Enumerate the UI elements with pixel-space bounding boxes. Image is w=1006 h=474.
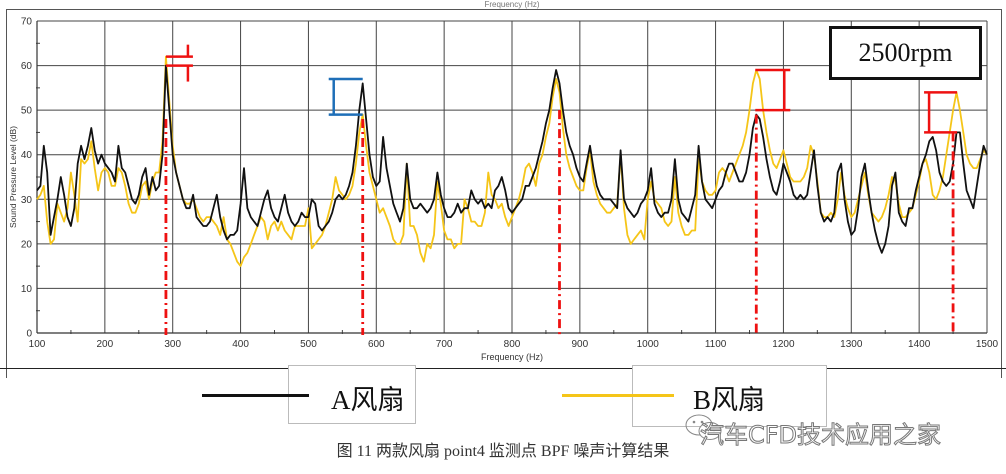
x-tick-label: 800 — [504, 339, 521, 350]
legend-b-swatch — [562, 394, 674, 397]
x-tick-label: 400 — [232, 339, 249, 350]
annotations — [164, 44, 958, 335]
rpm-label-box: 2500rpm — [829, 26, 982, 80]
x-tick-label: 200 — [97, 339, 114, 350]
legend-a-label: A风扇 — [331, 385, 405, 415]
axes: 100 200 300 400 500 600 700 800 900 1000 1100 1200 1… — [21, 17, 999, 351]
legend-b-label: B风扇 — [693, 385, 766, 415]
watermark-text: 汽车CFD技术应用之家 — [699, 421, 942, 450]
y-tick-label: 20 — [21, 239, 33, 250]
y-tick-label: 10 — [21, 284, 33, 295]
y-tick-label: 30 — [21, 195, 33, 206]
x-tick-label: 700 — [436, 339, 453, 350]
y-tick-label: 40 — [21, 150, 33, 161]
x-tick-label: 300 — [164, 339, 181, 350]
x-tick-label: 600 — [368, 339, 385, 350]
x-tick-label: 1000 — [637, 339, 660, 350]
top-axis-label: Frequency (Hz) — [484, 0, 539, 9]
x-axis-title: Frequency (Hz) — [481, 352, 543, 362]
x-tick-label: 1500 — [976, 339, 999, 350]
x-tick-label: 500 — [300, 339, 317, 350]
x-tick-label: 1100 — [705, 339, 727, 350]
divider-line — [0, 368, 1006, 369]
x-tick-label: 1300 — [840, 339, 863, 350]
legend-a-box — [288, 365, 416, 424]
figure-caption: 图 11 两款风扇 point4 监测点 BPF 噪声计算结果 — [336, 443, 670, 460]
x-tick-label: 1400 — [908, 339, 931, 350]
y-axis-title: Sound Pressure Level (dB) — [8, 126, 18, 228]
wechat-icon — [685, 414, 722, 440]
series-a-line — [36, 64, 988, 254]
x-tick-label: 900 — [572, 339, 589, 350]
x-tick-label: 1200 — [772, 339, 795, 350]
y-tick-label: 0 — [26, 329, 32, 340]
y-tick-label: 50 — [21, 106, 33, 117]
y-tick-label: 70 — [21, 17, 33, 28]
legend-a-swatch — [202, 394, 309, 397]
data-series — [36, 55, 988, 267]
x-tick-label: 100 — [29, 339, 46, 350]
y-tick-label: 60 — [21, 61, 33, 72]
